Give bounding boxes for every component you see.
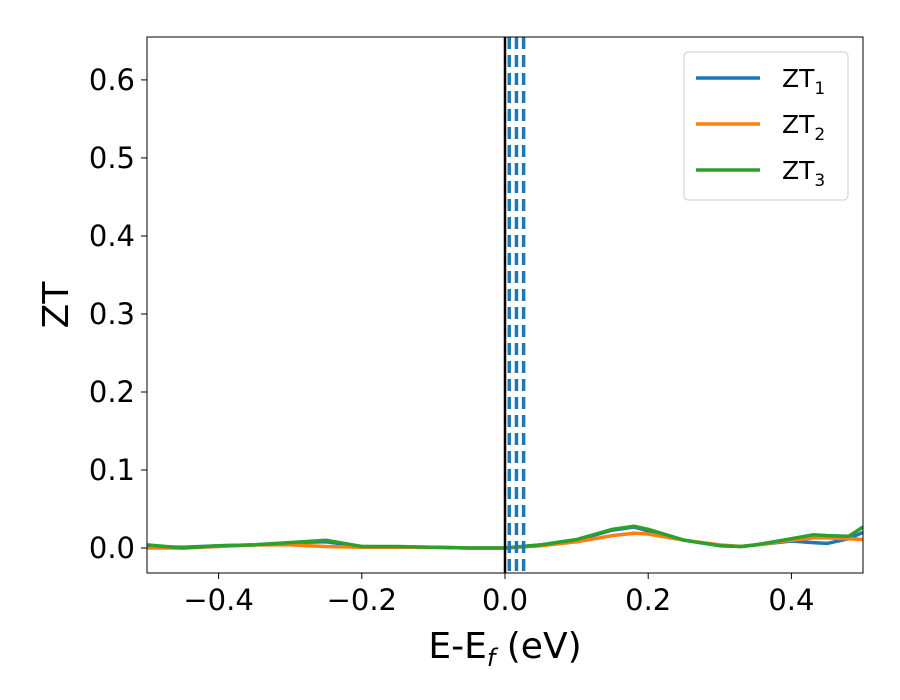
y-axis-label: ZT: [36, 281, 77, 329]
x-tick-label: −0.2: [327, 583, 397, 617]
x-axis-ticks: −0.4 −0.2 0.0 0.2 0.4: [183, 573, 814, 617]
plot-marks: [147, 37, 863, 573]
y-tick-label: 0.1: [89, 453, 135, 487]
y-tick-label: 0.6: [89, 63, 135, 97]
y-tick-label: 0.2: [89, 375, 135, 409]
y-axis-ticks: 0.0 0.1 0.2 0.3 0.4 0.5 0.6: [89, 63, 147, 565]
legend-label: ZT3: [782, 156, 825, 191]
x-tick-label: 0.2: [625, 583, 671, 617]
x-tick-label: 0.4: [768, 583, 814, 617]
y-tick-label: 0.4: [89, 219, 135, 253]
legend-box: [683, 51, 849, 201]
y-tick-label: 0.5: [89, 141, 135, 175]
legend-label: ZT2: [782, 110, 825, 145]
x-tick-label: −0.4: [183, 583, 253, 617]
legend: ZT1 ZT2 ZT3: [683, 51, 849, 201]
x-tick-label: 0.0: [482, 583, 528, 617]
x-axis-label: E-Ef (eV): [428, 626, 581, 672]
series-line-zt3: [147, 524, 863, 550]
y-tick-label: 0.3: [89, 297, 135, 331]
legend-label: ZT1: [782, 64, 825, 99]
y-tick-label: 0.0: [89, 531, 135, 565]
